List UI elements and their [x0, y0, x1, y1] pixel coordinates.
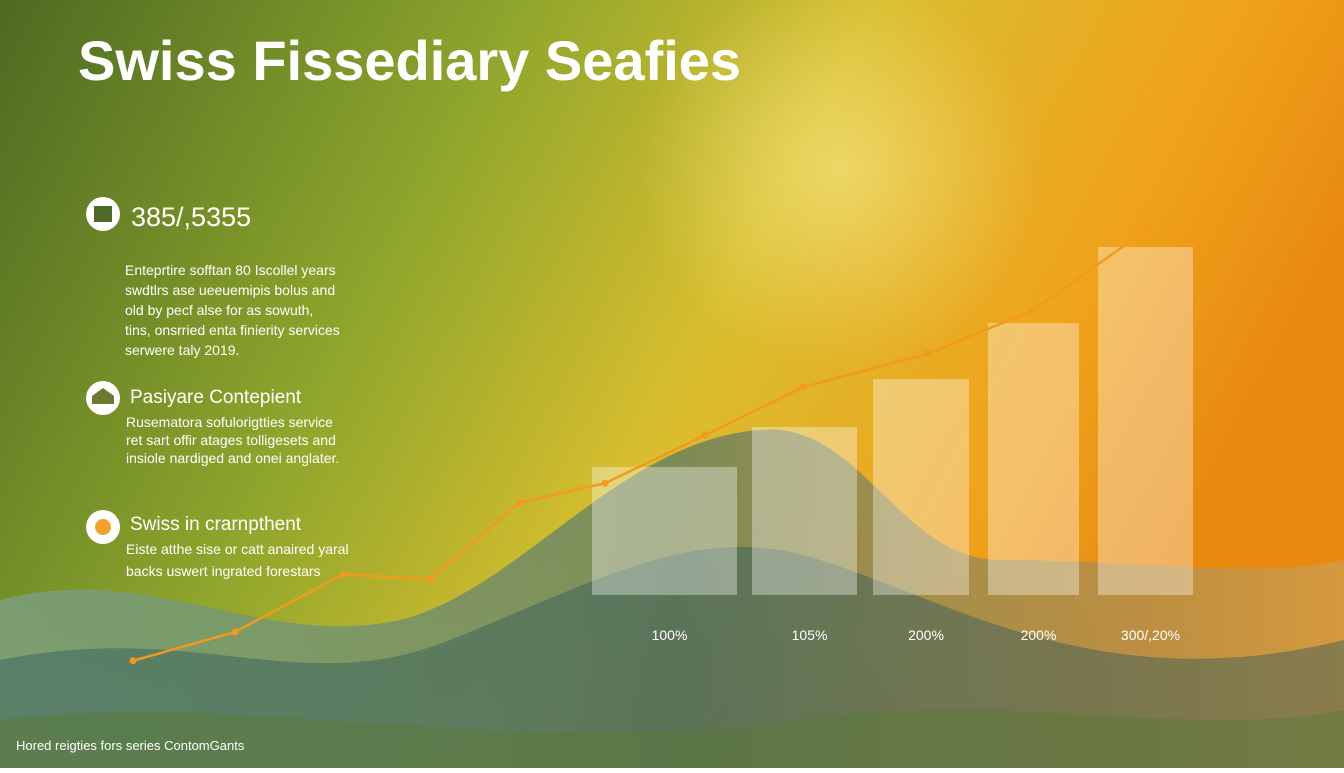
bar — [1098, 247, 1193, 595]
line-point — [1029, 306, 1037, 314]
section-text: ret sart offir atages tolligesets and — [126, 432, 336, 448]
footer: Hored reigties fors series ContomGants — [16, 738, 245, 753]
wave — [0, 710, 1344, 768]
bar — [988, 323, 1079, 595]
stat-text: Enteprtire sofftan 80 Iscollel years — [125, 262, 336, 278]
line-point — [924, 350, 932, 358]
section-text: Rusematora sofulorigtties service — [126, 414, 333, 430]
line-point — [516, 498, 524, 506]
bar — [873, 379, 969, 595]
section-text: backs uswert ingrated forestars — [126, 563, 321, 579]
line-point — [799, 383, 807, 391]
bar-label: 300/,20% — [1121, 627, 1180, 643]
bar-label: 105% — [792, 627, 828, 643]
section-text: insiole nardiged and onei anglater. — [126, 450, 339, 466]
bar — [752, 427, 857, 595]
icon-glyph — [95, 519, 111, 535]
stat-text: old by pecf alse for as sowuth, — [125, 302, 313, 318]
stat-text: serwere taly 2019. — [125, 342, 239, 358]
wave — [0, 429, 1344, 768]
text-panel: Enteprtire sofftan 80 Iscollel years swdt… — [125, 262, 349, 579]
line-point — [701, 431, 709, 439]
stat-text: swdtlrs ase ueeuemipis bolus and — [125, 282, 335, 298]
bar-label: 200% — [908, 627, 944, 643]
section-title: Pasiyare Contepient — [130, 387, 302, 408]
line-point — [1144, 225, 1152, 233]
chart: 100% 105% 200% 200% 300/,20% — [129, 225, 1193, 665]
stat-text: tins, onsrried enta finierity services — [125, 322, 340, 338]
section-title: Swiss in crarnpthent — [130, 514, 302, 535]
stat-value: 385/,5355 — [131, 202, 251, 232]
line-point — [601, 479, 609, 487]
bar — [592, 467, 737, 595]
title: Swiss Fissediary Seafies — [78, 29, 741, 92]
section-text: Eiste atthe sise or catt anaired yaral — [126, 541, 349, 557]
line-point — [426, 575, 434, 583]
line-point — [231, 628, 239, 636]
line-point — [339, 570, 347, 578]
line-point — [129, 657, 137, 665]
bar-label: 200% — [1021, 627, 1057, 643]
glow — [640, 0, 1040, 370]
bar-label: 100% — [652, 627, 688, 643]
icon-glyph — [92, 388, 114, 404]
icon-glyph — [94, 206, 112, 222]
